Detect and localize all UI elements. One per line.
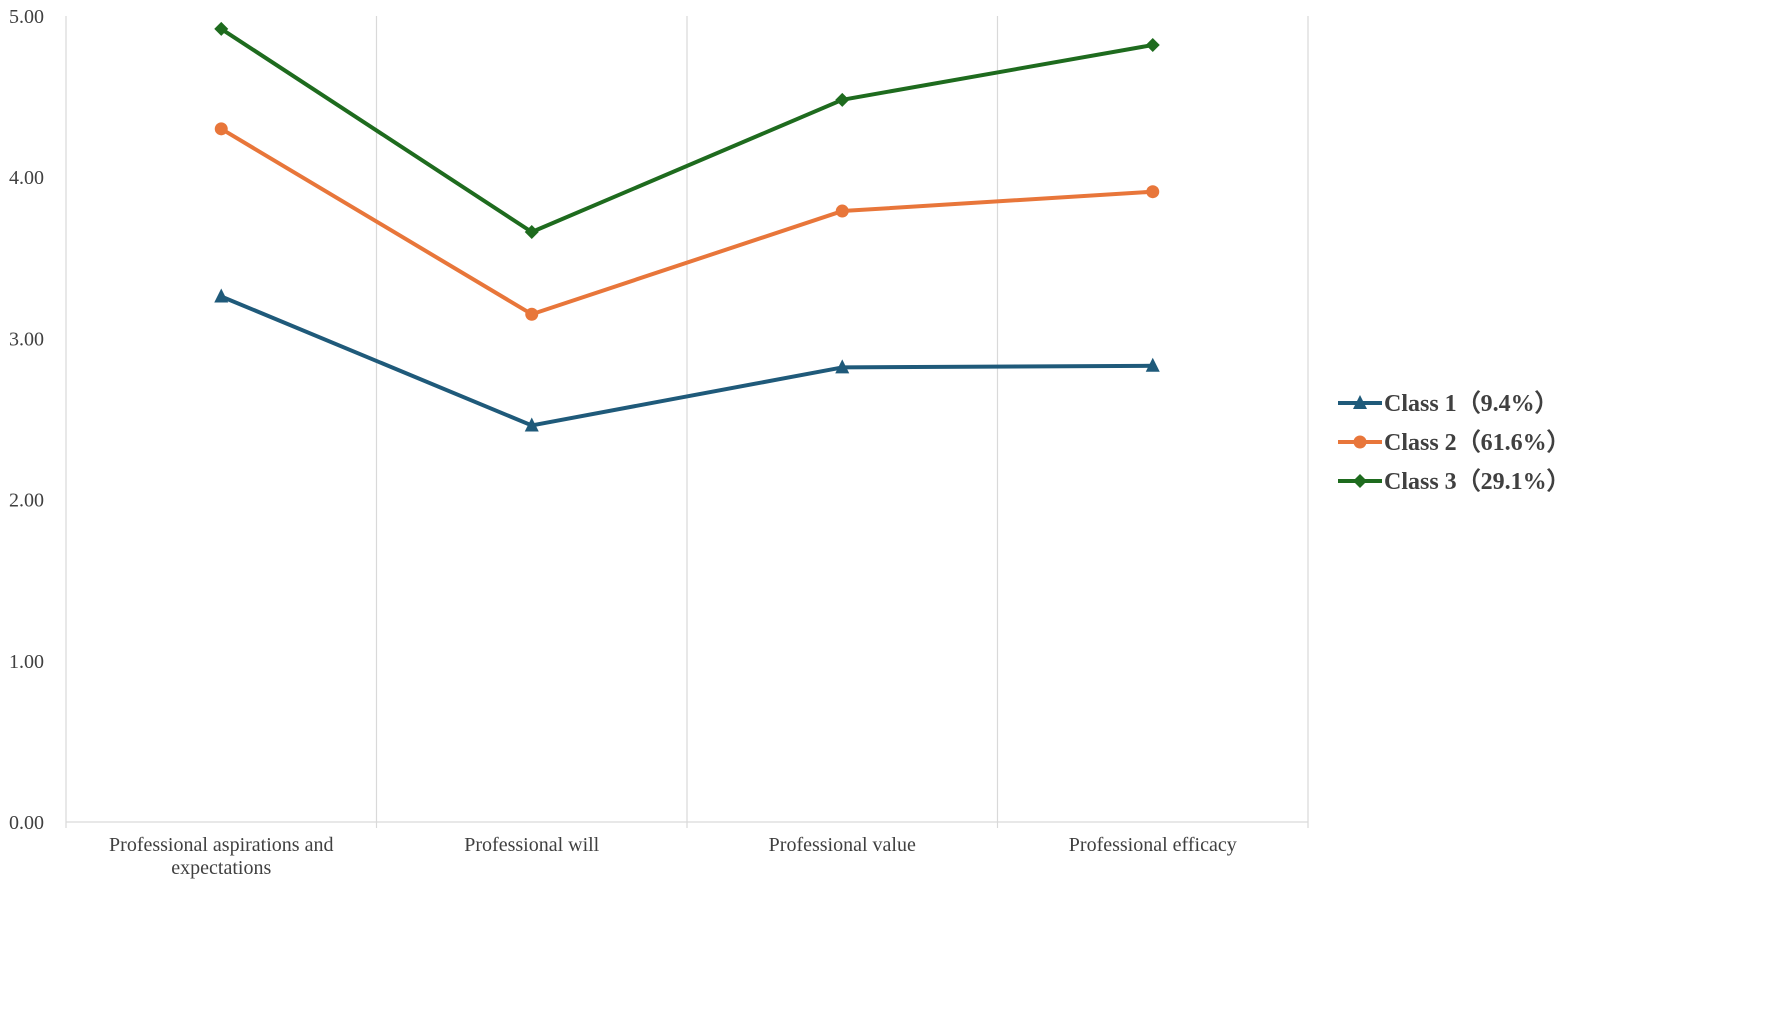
y-tick-label: 0.00	[9, 812, 44, 834]
legend-item-2: Class 2（61.6%）	[1338, 429, 1571, 456]
y-tick-label: 5.00	[9, 6, 44, 28]
series-line	[220, 294, 1153, 428]
data-point	[525, 307, 539, 321]
y-tick-label: 4.00	[9, 167, 44, 189]
y-tick-label: 2.00	[9, 490, 44, 512]
legend-swatch-marker	[1353, 435, 1367, 449]
series-2	[214, 122, 1160, 321]
data-point	[214, 122, 228, 136]
series-lines	[214, 21, 1160, 432]
legend-item-3: Class 3（29.1%）	[1338, 468, 1571, 495]
x-category-label: Professional will	[464, 834, 599, 856]
x-axis-categories: Professional aspirations and expectations…	[109, 834, 1237, 879]
y-tick-label: 1.00	[9, 651, 44, 673]
series-line	[220, 27, 1154, 235]
legend-label: Class 2（61.6%）	[1384, 429, 1571, 456]
data-point	[835, 204, 849, 218]
legend-item-1: Class 1（9.4%）	[1338, 390, 1559, 417]
y-tick-label: 3.00	[9, 328, 44, 350]
data-point	[835, 359, 850, 374]
series-1	[214, 288, 1160, 432]
data-point	[524, 417, 539, 432]
legend-swatch-marker	[1353, 395, 1367, 409]
legend-label: Class 1（9.4%）	[1384, 390, 1559, 417]
x-category-label: Professional efficacy	[1069, 834, 1237, 856]
x-category-label: Professional aspirations and expectations	[109, 834, 333, 879]
legend-label: Class 3（29.1%）	[1384, 468, 1571, 495]
legend-swatch-marker	[1353, 474, 1367, 488]
data-point	[214, 21, 229, 36]
data-point	[1146, 185, 1160, 199]
gridlines	[65, 16, 1309, 822]
data-point	[1145, 38, 1160, 53]
legend: Class 1（9.4%） Class 2（61.6%） Class 3（29.1%…	[1338, 390, 1571, 495]
y-axis-ticks: 0.00 1.00 2.00 3.00 4.00 5.00	[9, 6, 44, 834]
data-point	[835, 92, 850, 107]
data-point	[214, 288, 229, 303]
axes	[65, 821, 1309, 828]
x-category-label: Professional value	[769, 834, 916, 856]
series-line	[220, 127, 1153, 317]
data-point	[1145, 357, 1160, 372]
data-point	[524, 225, 539, 240]
series-3	[214, 21, 1160, 240]
